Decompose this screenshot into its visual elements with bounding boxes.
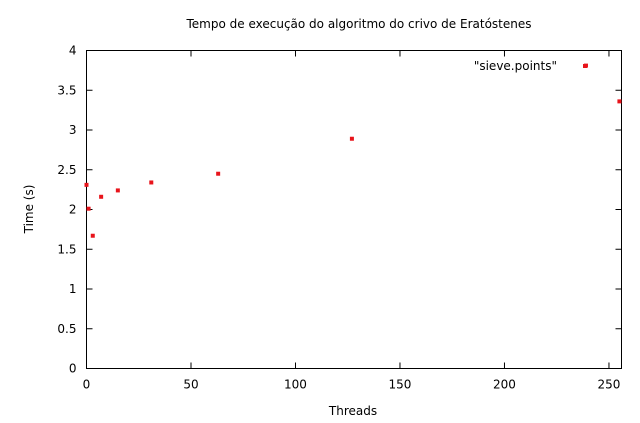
data-point: [90, 233, 95, 238]
x-tick-label: 150: [389, 378, 412, 392]
data-point: [99, 194, 104, 199]
data-point: [216, 171, 221, 176]
data-point: [86, 206, 91, 211]
legend: "sieve.points": [474, 59, 587, 73]
plot-frame: [86, 50, 622, 369]
x-tick-label: 100: [284, 378, 307, 392]
chart-title: Tempo de execução do algoritmo do crivo …: [186, 17, 532, 31]
data-point: [583, 63, 588, 68]
data-point: [149, 180, 154, 185]
data-point: [84, 182, 89, 187]
x-axis-label: Threads: [328, 404, 377, 418]
x-tick-label: 200: [493, 378, 516, 392]
x-tick-label: 250: [598, 378, 621, 392]
data-points: [84, 63, 622, 238]
y-axis: 0 0.5 1 1.5 2 2.5 3 3.5 4: [57, 44, 622, 376]
y-tick-label: 1: [69, 282, 77, 296]
x-tick-label: 0: [83, 378, 91, 392]
y-tick-label: 0.5: [57, 322, 76, 336]
legend-label: "sieve.points": [474, 59, 557, 73]
y-axis-label: Time (s): [22, 185, 36, 235]
y-tick-label: 1.5: [57, 242, 76, 256]
y-tick-label: 4: [69, 44, 77, 58]
data-point: [617, 99, 622, 104]
y-tick-label: 3: [69, 123, 77, 137]
data-point: [349, 136, 354, 141]
y-tick-label: 2.5: [57, 163, 76, 177]
data-point: [115, 188, 120, 193]
y-tick-label: 2: [69, 203, 77, 217]
x-axis: 0 50 100 150 200 250: [83, 50, 621, 392]
y-tick-label: 0: [69, 362, 77, 376]
x-tick-label: 50: [183, 378, 198, 392]
y-tick-label: 3.5: [57, 83, 76, 97]
